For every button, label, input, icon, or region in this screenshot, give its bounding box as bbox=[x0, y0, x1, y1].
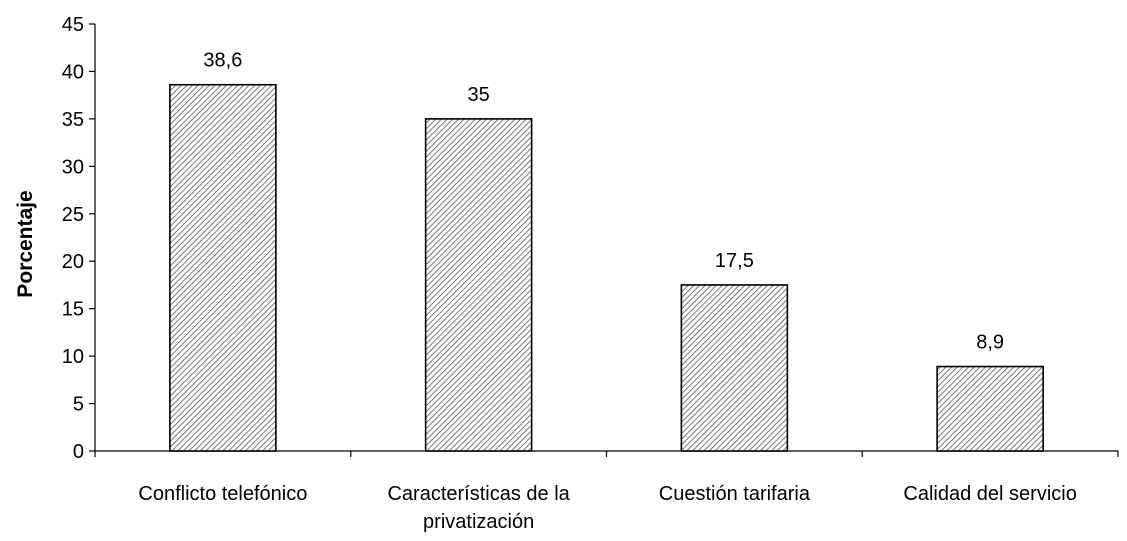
y-tick-label: 40 bbox=[62, 61, 84, 83]
category-label: Conflicto telefónico bbox=[138, 483, 307, 505]
y-tick-label: 20 bbox=[62, 251, 84, 273]
category-label: privatización bbox=[423, 511, 534, 533]
data-label: 38,6 bbox=[203, 50, 242, 72]
bar bbox=[424, 118, 533, 452]
bar bbox=[936, 365, 1044, 452]
y-tick-label: 35 bbox=[62, 109, 84, 131]
category-label: Cuestión tarifaria bbox=[659, 483, 811, 505]
bar bbox=[169, 83, 277, 452]
y-axis-title: Porcentaje bbox=[14, 190, 37, 297]
y-tick-label: 15 bbox=[62, 299, 84, 321]
category-label: Características de la bbox=[387, 483, 570, 505]
y-tick-label: 45 bbox=[62, 14, 84, 36]
bar bbox=[680, 284, 789, 452]
y-tick-label: 30 bbox=[62, 156, 84, 178]
plot-area: 0 5 10 15 20 25 30 35 40 45 38,6 Conflicto telefóni… bbox=[62, 14, 1119, 533]
category-label: Calidad del servicio bbox=[903, 483, 1076, 505]
y-tick-label: 0 bbox=[73, 441, 84, 463]
data-label: 17,5 bbox=[715, 250, 754, 272]
data-label: 35 bbox=[468, 84, 490, 106]
data-label: 8,9 bbox=[976, 332, 1004, 354]
y-tick-label: 10 bbox=[62, 346, 84, 368]
y-tick-label: 5 bbox=[73, 394, 84, 416]
y-tick-label: 25 bbox=[62, 204, 84, 226]
